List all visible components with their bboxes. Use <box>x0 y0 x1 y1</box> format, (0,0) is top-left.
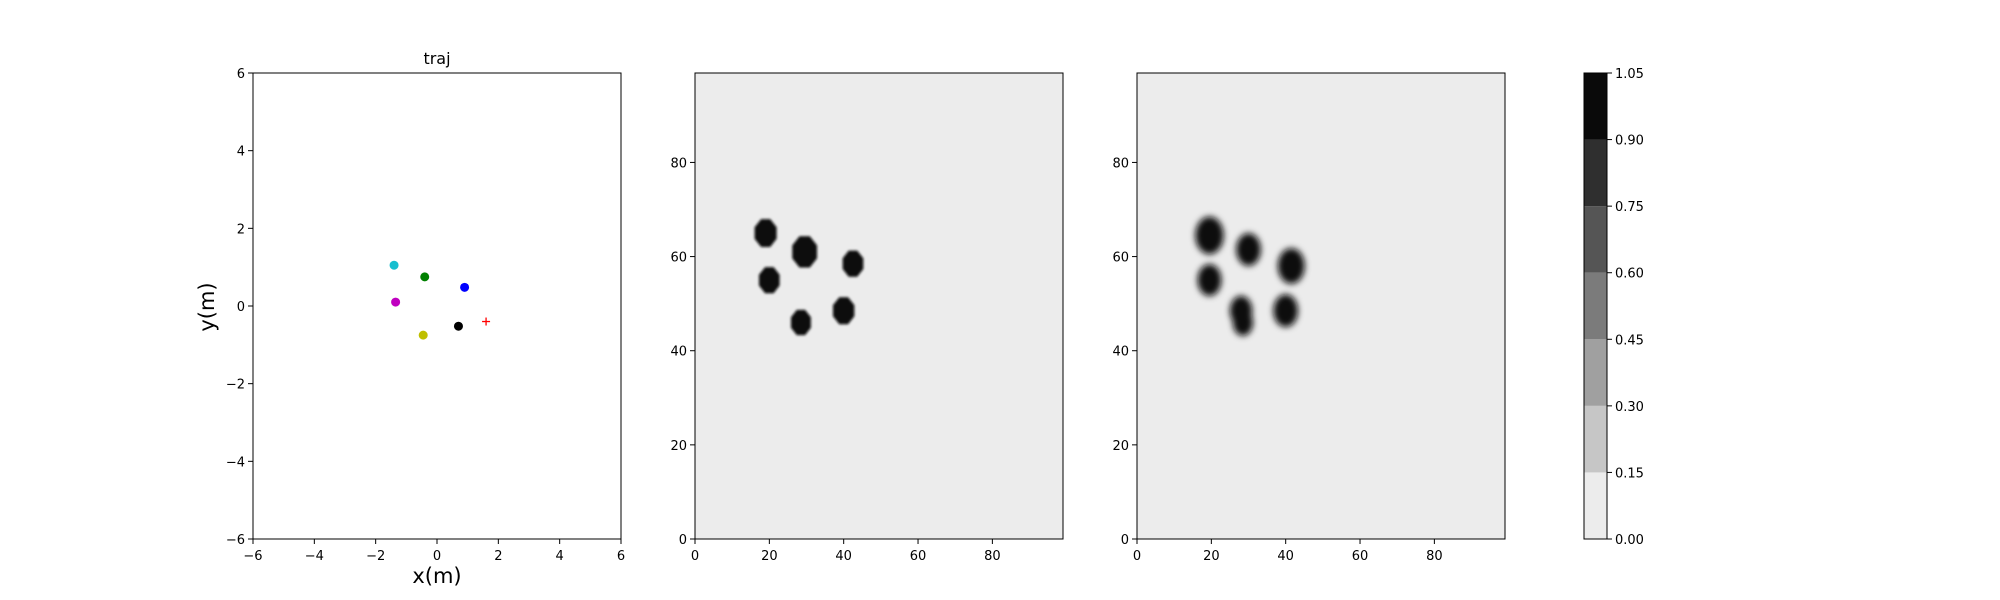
traj-agent-point <box>391 297 401 307</box>
occupancy-map-obstacle <box>792 236 817 268</box>
colorbar-tick-label: 0.45 <box>1615 333 1644 348</box>
belief-map-background <box>1137 73 1505 539</box>
traj-xtick-label: −6 <box>243 549 262 564</box>
occupancy-map-ytick-label: 0 <box>679 533 687 548</box>
colorbar-tick-label: 0.00 <box>1615 533 1644 548</box>
traj-ytick-label: −4 <box>226 455 245 470</box>
colorbar: 0.00 0.15 0.30 0.45 0.60 0.75 0.90 1.05 <box>1583 67 1644 548</box>
traj-points <box>389 260 491 340</box>
traj-xtick-label: −2 <box>366 549 385 564</box>
occupancy-map-xtick-label: 20 <box>761 549 778 564</box>
traj-agent-point <box>420 272 430 282</box>
colorbar-tick-label: 0.90 <box>1615 134 1644 149</box>
belief-map-xtick-label: 40 <box>1277 549 1294 564</box>
occupancy-map-obstacle <box>759 267 780 294</box>
traj-xtick-label: 2 <box>494 549 502 564</box>
belief-map-axis-ticks: 0 20 40 60 80 0 20 40 60 80 <box>1112 156 1442 564</box>
traj-axis-ticks: −6 −4 −2 0 2 4 6 −6 −4 −2 0 2 4 6 <box>226 67 625 564</box>
occupancy-map-ytick-label: 80 <box>670 156 687 171</box>
traj-agent-point <box>453 321 463 331</box>
occupancy-map-axis-ticks: 0 20 40 60 80 0 20 40 60 80 <box>670 156 1000 564</box>
traj-agent-point <box>460 282 470 292</box>
occupancy-map-ytick-label: 40 <box>670 345 687 360</box>
belief-map-xtick-label: 0 <box>1133 549 1141 564</box>
colorbar-band <box>1584 472 1607 539</box>
traj-agent-point <box>389 260 399 270</box>
colorbar-tick-label: 0.75 <box>1615 200 1644 215</box>
occupancy-map-background <box>695 73 1063 539</box>
traj-agent-point <box>418 330 428 340</box>
colorbar-tick-label: 0.15 <box>1615 466 1644 481</box>
colorbar-tick-label: 1.05 <box>1615 67 1644 82</box>
traj-y-axis-label: y(m) <box>195 282 219 331</box>
colorbar-band <box>1584 405 1607 473</box>
colorbar-frame <box>1583 72 1608 540</box>
belief-map-ytick-label: 60 <box>1112 251 1129 266</box>
traj-xtick-label: 0 <box>433 549 441 564</box>
belief-map-ytick-label: 0 <box>1121 533 1129 548</box>
traj-ytick-label: 0 <box>237 300 245 315</box>
occupancy-map-obstacles <box>754 219 864 336</box>
belief-map-frame <box>1136 72 1506 540</box>
occupancy-map-ytick-label: 60 <box>670 251 687 266</box>
occupancy-map-obstacle <box>754 219 777 247</box>
belief-map-obstacle <box>1236 233 1261 266</box>
colorbar-tick-label: 0.30 <box>1615 400 1644 415</box>
colorbar-band <box>1584 339 1607 406</box>
colorbar-band <box>1584 73 1607 140</box>
belief-map-obstacle <box>1277 248 1305 284</box>
traj-xtick-label: 4 <box>556 549 564 564</box>
traj-scatter-panel: traj x(m) y(m) −6 −4 −2 0 2 4 6 −6 −4 −2 0 2 4 6 <box>195 49 625 588</box>
traj-goal-marker <box>482 317 491 326</box>
belief-map-xtick-label: 20 <box>1203 549 1220 564</box>
colorbar-tick-label: 0.60 <box>1615 267 1644 282</box>
traj-axes-frame <box>252 72 622 540</box>
belief-map-ytick-label: 80 <box>1112 156 1129 171</box>
traj-ytick-label: −6 <box>226 533 245 548</box>
occupancy-map-xtick-label: 0 <box>691 549 699 564</box>
traj-xtick-label: 6 <box>617 549 625 564</box>
traj-x-axis-label: x(m) <box>412 564 461 588</box>
traj-xtick-label: −4 <box>305 549 324 564</box>
belief-map-ytick-label: 20 <box>1112 439 1129 454</box>
belief-map-ytick-label: 40 <box>1112 345 1129 360</box>
colorbar-band <box>1584 139 1607 207</box>
belief-map-xtick-label: 80 <box>1426 549 1443 564</box>
traj-title: traj <box>423 49 450 68</box>
occupancy-map-xtick-label: 60 <box>910 549 927 564</box>
colorbar-band <box>1584 272 1607 340</box>
colorbar-ticks: 0.00 0.15 0.30 0.45 0.60 0.75 0.90 1.05 <box>1607 67 1644 548</box>
traj-ytick-label: 6 <box>237 67 245 82</box>
traj-ytick-label: 2 <box>237 222 245 237</box>
occupancy-map-obstacle <box>842 250 864 277</box>
occupancy-map-panel: 0 20 40 60 80 0 20 40 60 80 <box>670 72 1064 564</box>
occupancy-map-xtick-label: 40 <box>835 549 852 564</box>
occupancy-map-obstacle <box>791 309 811 336</box>
occupancy-map-obstacle <box>833 297 855 325</box>
colorbar-bands <box>1584 73 1607 539</box>
occupancy-map-ytick-label: 20 <box>670 439 687 454</box>
belief-map-xtick-label: 60 <box>1352 549 1369 564</box>
traj-ytick-label: 4 <box>237 145 245 160</box>
belief-map-obstacle <box>1232 309 1253 336</box>
traj-ytick-label: −2 <box>226 378 245 393</box>
colorbar-band <box>1584 206 1607 273</box>
belief-map-obstacle <box>1195 216 1224 255</box>
belief-map-obstacle <box>1273 294 1298 328</box>
occupancy-map-xtick-label: 80 <box>984 549 1001 564</box>
belief-map-obstacle <box>1197 264 1222 296</box>
belief-map-obstacles <box>1195 216 1305 336</box>
occupancy-map-frame <box>694 72 1064 540</box>
belief-map-panel: 0 20 40 60 80 0 20 40 60 80 <box>1112 72 1506 564</box>
